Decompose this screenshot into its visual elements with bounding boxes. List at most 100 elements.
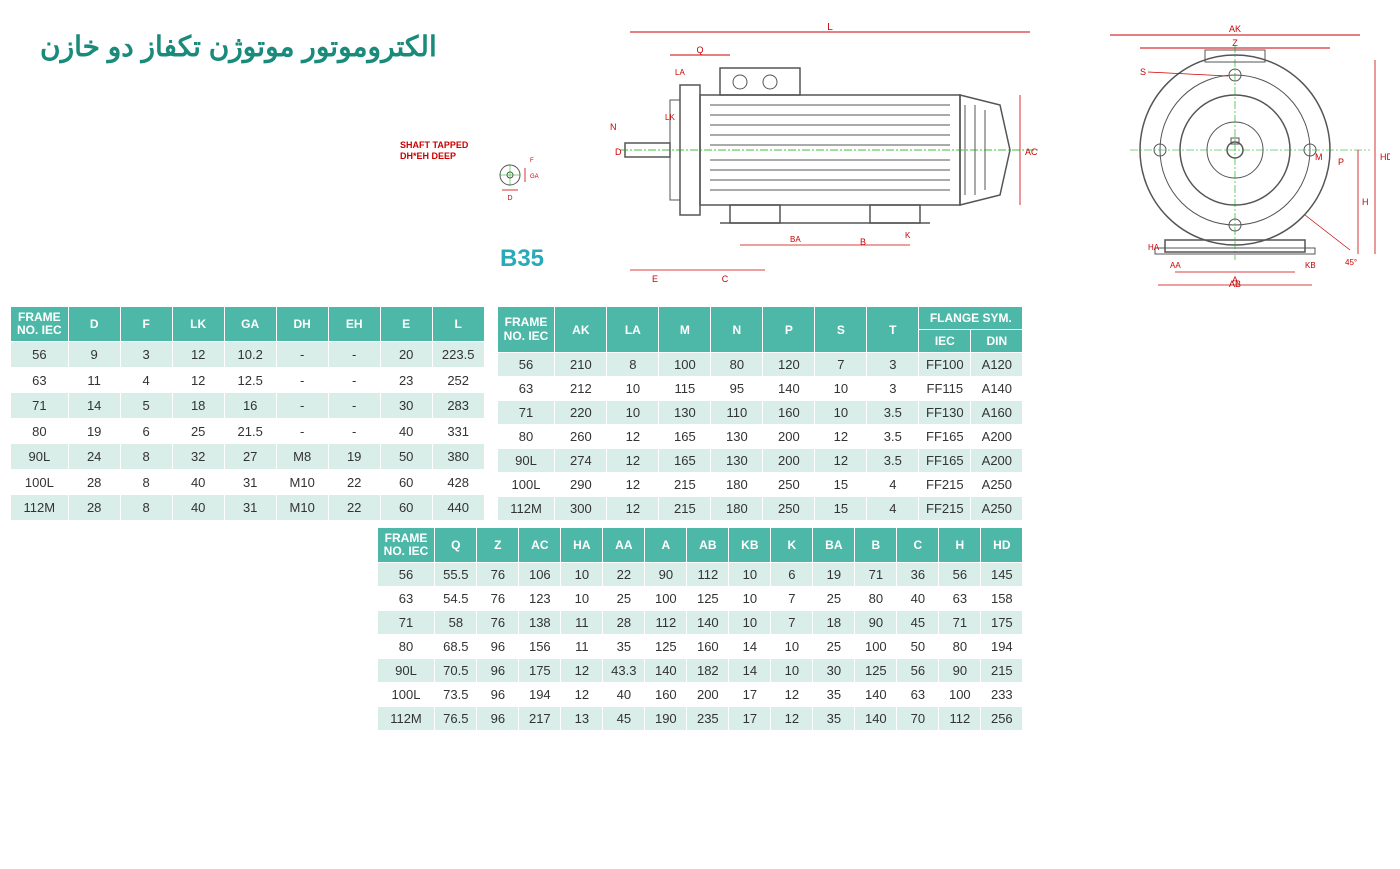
svg-text:H: H xyxy=(1362,197,1369,207)
table-cell: 17 xyxy=(729,707,771,731)
svg-text:AC: AC xyxy=(1025,147,1038,157)
page-title: الکتروموتور موتوژن تکفاز دو خازن xyxy=(40,30,437,63)
table-cell: 11 xyxy=(561,635,603,659)
table-cell: 43.3 xyxy=(603,659,645,683)
table-cell: 28 xyxy=(68,469,120,495)
table-cell: 71 xyxy=(377,611,435,635)
table-cell: 96 xyxy=(477,635,519,659)
svg-text:GA: GA xyxy=(530,174,539,180)
svg-text:AA: AA xyxy=(1170,261,1181,270)
table-cell: 235 xyxy=(687,707,729,731)
table-cell: 18 xyxy=(813,611,855,635)
table-cell: 70.5 xyxy=(435,659,477,683)
table-cell: 14 xyxy=(729,659,771,683)
table-cell: 300 xyxy=(555,497,607,521)
table-cell: 112M xyxy=(11,495,69,521)
table-cell: 45 xyxy=(897,611,939,635)
table-cell: 63 xyxy=(939,587,981,611)
table-header: S xyxy=(815,307,867,353)
table-cell: 76 xyxy=(477,611,519,635)
table-cell: 110 xyxy=(711,401,763,425)
table-cell: 112M xyxy=(377,707,435,731)
table-cell: FF130 xyxy=(919,401,971,425)
table-cell: 12.5 xyxy=(224,367,276,393)
svg-text:HD: HD xyxy=(1380,152,1390,162)
table-cell: 76.5 xyxy=(435,707,477,731)
table-cell: 125 xyxy=(687,587,729,611)
table-cell: FF165 xyxy=(919,425,971,449)
table-cell: A200 xyxy=(971,425,1023,449)
table-row: 100L73.596194124016020017123514063100233 xyxy=(377,683,1023,707)
table-cell: 223.5 xyxy=(432,342,484,368)
table-cell: 160 xyxy=(763,401,815,425)
table-cell: 274 xyxy=(555,449,607,473)
table-cell: 8 xyxy=(120,444,172,470)
table-cell: 7 xyxy=(771,587,813,611)
table-cell: 35 xyxy=(813,683,855,707)
svg-text:D: D xyxy=(507,195,512,202)
table-header: M xyxy=(659,307,711,353)
table-cell: 12 xyxy=(771,683,813,707)
shaft-tapped-label: SHAFT TAPPED DH*EH DEEP xyxy=(400,140,468,162)
svg-text:BA: BA xyxy=(790,235,801,244)
svg-text:E: E xyxy=(652,274,658,284)
table-header: N xyxy=(711,307,763,353)
table-row: 8068.59615611351251601410251005080194 xyxy=(377,635,1023,659)
table-cell: 130 xyxy=(659,401,711,425)
table-cell: 56 xyxy=(939,563,981,587)
table-header: AA xyxy=(603,528,645,563)
table-cell: 63 xyxy=(11,367,69,393)
table-cell: FF165 xyxy=(919,449,971,473)
table-row: 6354.576123102510012510725804063158 xyxy=(377,587,1023,611)
table-cell: 76 xyxy=(477,587,519,611)
table-cell: 106 xyxy=(519,563,561,587)
table-cell: 380 xyxy=(432,444,484,470)
table-cell: 25 xyxy=(813,635,855,659)
table-cell: 12 xyxy=(607,425,659,449)
shaft-label-1: SHAFT TAPPED xyxy=(400,140,468,150)
table-cell: - xyxy=(328,367,380,393)
table-cell: 73.5 xyxy=(435,683,477,707)
table-cell: 58 xyxy=(435,611,477,635)
table-cell: 63 xyxy=(897,683,939,707)
table-cell: 54.5 xyxy=(435,587,477,611)
table-cell: 96 xyxy=(477,707,519,731)
table-cell: 80 xyxy=(497,425,555,449)
table-header: HA xyxy=(561,528,603,563)
svg-text:C: C xyxy=(722,274,729,284)
table-cell: A120 xyxy=(971,353,1023,377)
motor-front-diagram: AK Z S M P 45° HD H HA A xyxy=(1080,20,1390,290)
table-row: 112M2884031M102260440 xyxy=(11,495,485,521)
table-cell: - xyxy=(328,342,380,368)
table-cell: FF215 xyxy=(919,497,971,521)
table-header: EH xyxy=(328,307,380,342)
table-header: KB xyxy=(729,528,771,563)
table-header: AC xyxy=(519,528,561,563)
table-cell: 100L xyxy=(11,469,69,495)
table-cell: 160 xyxy=(687,635,729,659)
table-cell: 25 xyxy=(603,587,645,611)
table-cell: 90 xyxy=(645,563,687,587)
table-cell: 10 xyxy=(771,659,813,683)
table-cell: 13 xyxy=(561,707,603,731)
table-cell: 14 xyxy=(68,393,120,419)
dimensions-table-3: FRAMENO. IECQZACHAAAAABKBKBABCHHD 5655.5… xyxy=(377,527,1024,731)
table-cell: - xyxy=(276,418,328,444)
table-cell: 3.5 xyxy=(867,401,919,425)
table-cell: A250 xyxy=(971,497,1023,521)
table-cell: 70 xyxy=(897,707,939,731)
table-cell: 31 xyxy=(224,495,276,521)
model-label: B35 xyxy=(500,245,544,273)
table-cell: 35 xyxy=(603,635,645,659)
table-cell: 22 xyxy=(603,563,645,587)
table-cell: 71 xyxy=(11,393,69,419)
table-cell: 40 xyxy=(380,418,432,444)
table-cell: 4 xyxy=(120,367,172,393)
table-header: LK xyxy=(172,307,224,342)
table-cell: 19 xyxy=(813,563,855,587)
table-cell: 165 xyxy=(659,449,711,473)
table-row: 112M30012215180250154FF215A250 xyxy=(497,497,1023,521)
table-cell: 10 xyxy=(815,401,867,425)
table-header: IEC xyxy=(919,330,971,353)
table-header: B xyxy=(855,528,897,563)
